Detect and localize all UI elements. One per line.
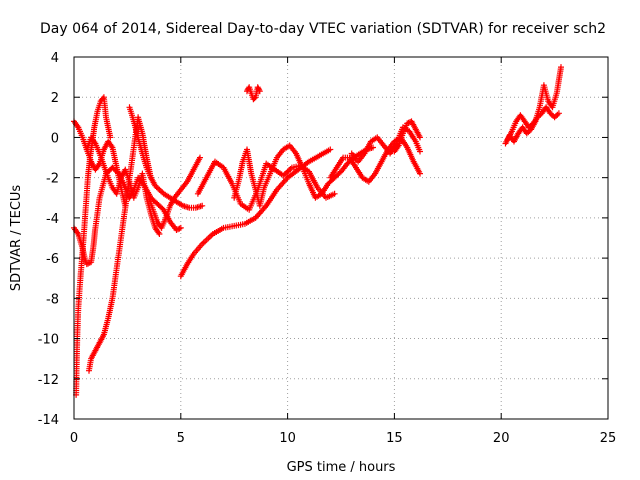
y-tick-label: -12 [38, 373, 59, 388]
x-axis-label: GPS time / hours [287, 460, 396, 475]
y-tick-label: -6 [46, 252, 59, 267]
y-tick-label: 0 [51, 131, 59, 146]
data-point-markers [126, 104, 206, 211]
x-tick-label: 5 [177, 431, 185, 446]
data-point-markers [391, 118, 423, 155]
x-tick-label: 0 [70, 431, 78, 446]
y-axis-ticks: -14 -12 -10 -8 -6 -4 -2 0 2 4 [38, 51, 608, 428]
series-arc-k [244, 84, 263, 103]
data-point-markers [231, 142, 376, 209]
x-tick-label: 15 [386, 431, 403, 446]
data-point-markers [145, 154, 203, 231]
chart-title: Day 064 of 2014, Sidereal Day-to-day VTE… [40, 21, 606, 37]
series-arc-e [83, 134, 163, 237]
series-arc-n [391, 118, 423, 155]
y-tick-label: 2 [51, 91, 59, 106]
series-arc-p [504, 104, 562, 143]
data-point-markers [177, 146, 334, 280]
data-point-markers [504, 104, 562, 143]
y-tick-label: -2 [46, 172, 59, 187]
plot-frame [73, 56, 609, 420]
y-tick-label: 4 [51, 51, 59, 66]
y-axis-label: SDTVAR / TECUs [9, 185, 24, 292]
data-point-markers [327, 134, 423, 185]
series-arc-h [177, 146, 334, 280]
series-arc-g [145, 154, 203, 231]
series-arc-j [231, 142, 376, 209]
gridlines [74, 57, 608, 419]
x-axis-ticks: 0 5 10 15 20 25 [70, 57, 616, 446]
data-point-markers [244, 84, 263, 103]
y-tick-label: -4 [46, 212, 59, 227]
y-tick-label: -8 [46, 292, 59, 307]
series-arc-f [126, 104, 206, 211]
data-point-markers [83, 134, 163, 237]
y-tick-label: -10 [38, 333, 59, 348]
x-tick-label: 20 [493, 431, 510, 446]
y-tick-label: -14 [38, 413, 59, 428]
x-tick-label: 25 [600, 431, 617, 446]
series-arc-l [327, 134, 423, 185]
data-points [71, 64, 564, 398]
x-tick-label: 10 [279, 431, 296, 446]
